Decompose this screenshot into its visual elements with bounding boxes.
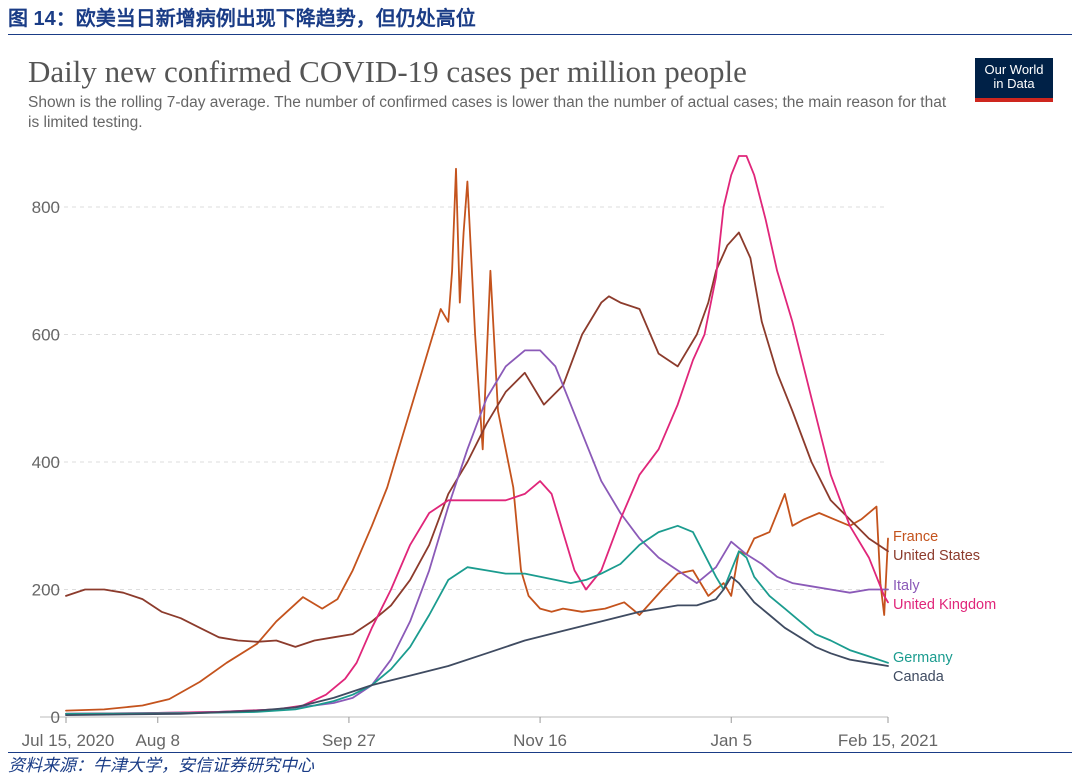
owid-logo-line2: in Data <box>993 76 1035 91</box>
figure-caption: 图 14：欧美当日新增病例出现下降趋势，但仍处高位 <box>8 4 1072 35</box>
owid-logo[interactable]: Our World in Data <box>975 58 1053 102</box>
x-tick-label-0: Jul 15, 2020 <box>22 731 115 750</box>
series-label-france: France <box>893 529 938 545</box>
series-line-italy[interactable] <box>65 349 889 715</box>
series-label-united-kingdom: United Kingdom <box>893 597 996 613</box>
y-axis-ticks: 0 200 400 600 800 <box>32 198 60 727</box>
series-label-italy: Italy <box>893 578 920 594</box>
chart-subtitle: Shown is the rolling 7-day average. The … <box>28 94 947 131</box>
x-tick-label-4: Jan 5 <box>710 731 752 750</box>
series-lines <box>65 155 889 716</box>
series-label-canada: Canada <box>893 669 945 685</box>
y-tick-label-200: 200 <box>32 581 60 600</box>
chart-title: Daily new confirmed COVID-19 cases per m… <box>28 54 747 89</box>
x-tick-label-2: Sep 27 <box>322 731 376 750</box>
series-line-france[interactable] <box>65 167 889 712</box>
series-label-united-states: United States <box>893 548 980 564</box>
x-tick-label-3: Nov 16 <box>513 731 567 750</box>
series-line-germany[interactable] <box>65 524 889 715</box>
owid-logo-line1: Our World <box>984 62 1044 77</box>
y-tick-label-0: 0 <box>51 708 60 727</box>
series-line-united-kingdom[interactable] <box>65 155 889 715</box>
series-label-germany: Germany <box>893 650 953 666</box>
y-tick-label-400: 400 <box>32 453 60 472</box>
source-note: 资料来源：牛津大学，安信证券研究中心 <box>8 752 1072 779</box>
x-tick-label-1: Aug 8 <box>136 731 180 750</box>
y-tick-label-600: 600 <box>32 326 60 345</box>
y-tick-label-800: 800 <box>32 198 60 217</box>
series-labels: France United States Italy United Kingdom Ge… <box>893 529 996 685</box>
series-line-united-states[interactable] <box>65 231 889 648</box>
x-tick-label-5: Feb 15, 2021 <box>838 731 938 750</box>
series-line-canada[interactable] <box>65 575 889 716</box>
x-axis-ticks: Jul 15, 2020 Aug 8 Sep 27 Nov 16 Jan 5 Feb 15… <box>22 717 938 750</box>
